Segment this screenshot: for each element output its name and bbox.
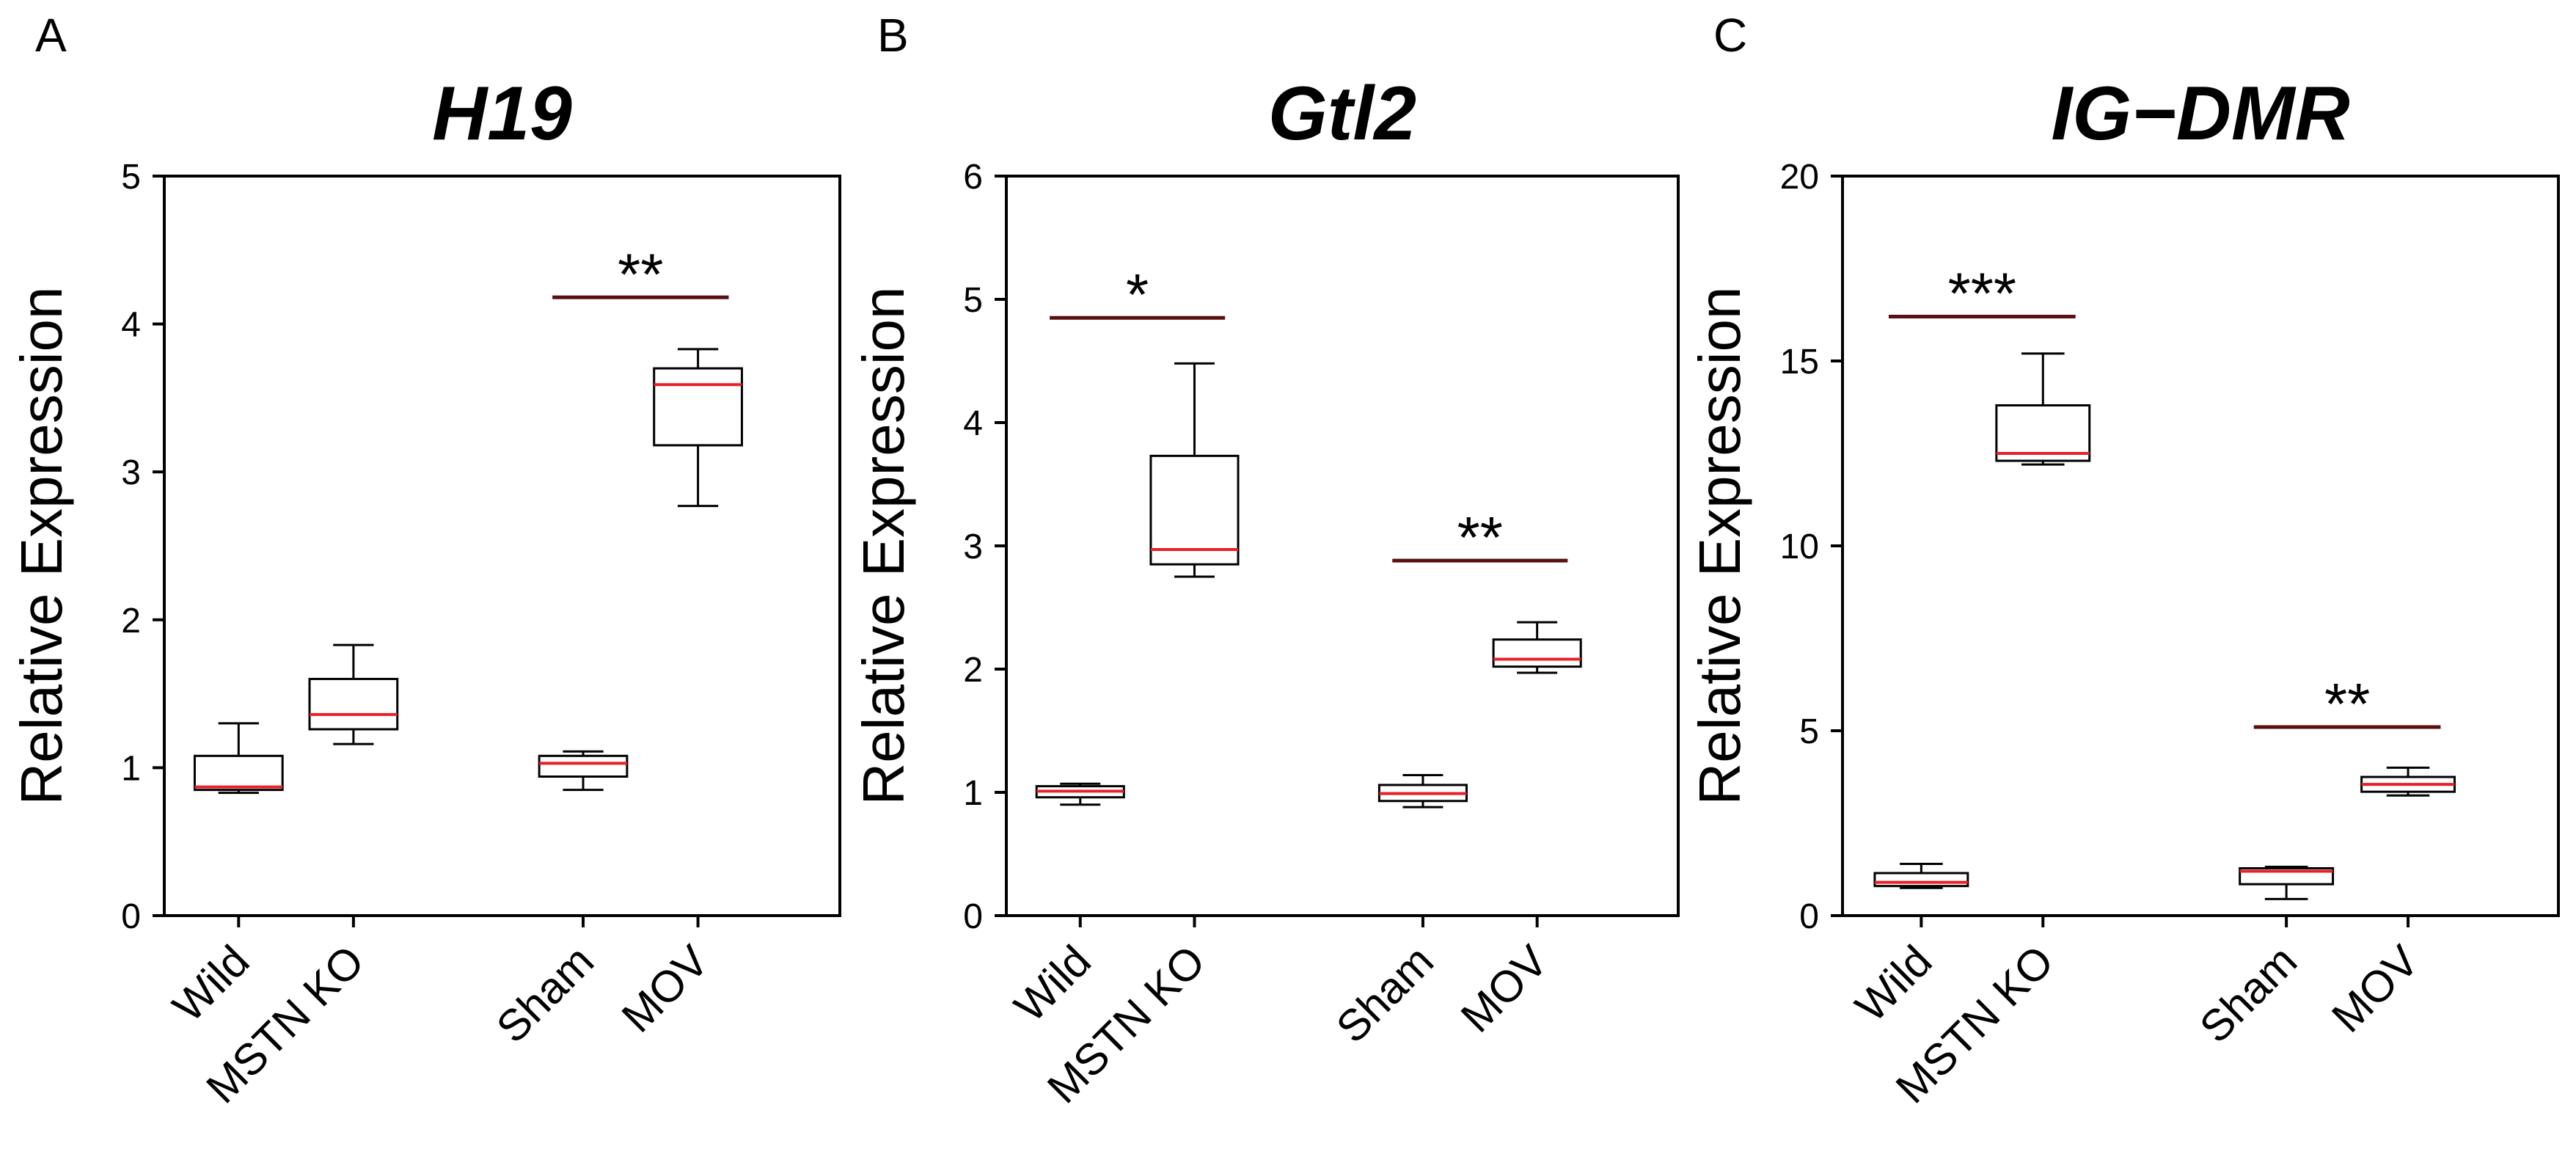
box-iqr xyxy=(1873,872,1969,888)
box-2 xyxy=(538,750,629,792)
chart-title: IG−DMR xyxy=(2051,71,2349,156)
box-3 xyxy=(1492,621,1582,674)
y-tick-label: 6 xyxy=(963,158,983,197)
y-tick-label: 5 xyxy=(1799,712,1819,751)
panel-letter: C xyxy=(1713,9,1747,62)
y-tick-label: 4 xyxy=(121,306,141,345)
box-iqr xyxy=(538,754,629,778)
box-1 xyxy=(1995,352,2091,466)
x-category-label: Sham xyxy=(1327,936,1443,1052)
box-2 xyxy=(2239,865,2335,900)
panel-letter: B xyxy=(877,9,909,62)
y-tick-label: 3 xyxy=(963,528,983,566)
box-iqr xyxy=(308,677,399,731)
box-3 xyxy=(653,348,743,508)
box-iqr xyxy=(1492,638,1582,668)
y-tick-label: 20 xyxy=(1780,158,1819,197)
y-axis-label: Relative Expression xyxy=(851,287,916,806)
y-tick-label: 15 xyxy=(1780,343,1819,382)
significance-label: *** xyxy=(1948,261,2016,326)
panel-letter: A xyxy=(35,9,67,62)
box-2 xyxy=(1377,773,1468,809)
y-tick-label: 0 xyxy=(963,897,983,936)
y-tick-label: 5 xyxy=(963,281,983,320)
box-0 xyxy=(1035,782,1125,806)
significance-label: * xyxy=(1126,262,1149,327)
box-0 xyxy=(1873,862,1969,889)
y-tick-label: 4 xyxy=(963,404,983,443)
x-category-label: Wild xyxy=(1005,936,1100,1032)
significance-label: ** xyxy=(1457,505,1503,570)
y-tick-label: 3 xyxy=(121,453,141,492)
chart-title: H19 xyxy=(432,71,572,156)
box-iqr xyxy=(653,367,743,447)
box-iqr xyxy=(1149,454,1240,566)
x-category-label: MOV xyxy=(612,936,718,1042)
y-tick-label: 10 xyxy=(1780,528,1819,566)
y-tick-label: 1 xyxy=(121,749,141,788)
x-category-label: Sham xyxy=(487,936,603,1052)
y-tick-label: 2 xyxy=(963,651,983,690)
y-tick-label: 2 xyxy=(121,602,141,640)
box-iqr xyxy=(1995,404,2091,462)
y-axis-label: Relative Expression xyxy=(9,287,74,806)
box-3 xyxy=(2360,766,2456,797)
plot-frame xyxy=(1005,175,1680,917)
x-category-label: MOV xyxy=(2322,936,2428,1042)
box-iqr xyxy=(193,754,284,792)
y-tick-label: 5 xyxy=(121,158,141,197)
x-category-label: Wild xyxy=(164,936,259,1032)
box-1 xyxy=(1149,362,1240,578)
x-category-label: MOV xyxy=(1452,936,1557,1042)
y-tick-label: 0 xyxy=(121,897,141,936)
x-category-label: Sham xyxy=(2190,936,2306,1052)
y-axis-label: Relative Expression xyxy=(1687,287,1752,806)
y-tick-label: 0 xyxy=(1799,897,1819,936)
x-category-label: Wild xyxy=(1846,936,1942,1032)
y-tick-label: 1 xyxy=(963,774,983,813)
chart-title: Gtl2 xyxy=(1268,71,1416,156)
box-1 xyxy=(308,643,399,745)
box-0 xyxy=(193,722,284,795)
plot-frame xyxy=(163,175,841,917)
significance-label: ** xyxy=(2324,671,2370,737)
significance-label: ** xyxy=(618,241,663,307)
